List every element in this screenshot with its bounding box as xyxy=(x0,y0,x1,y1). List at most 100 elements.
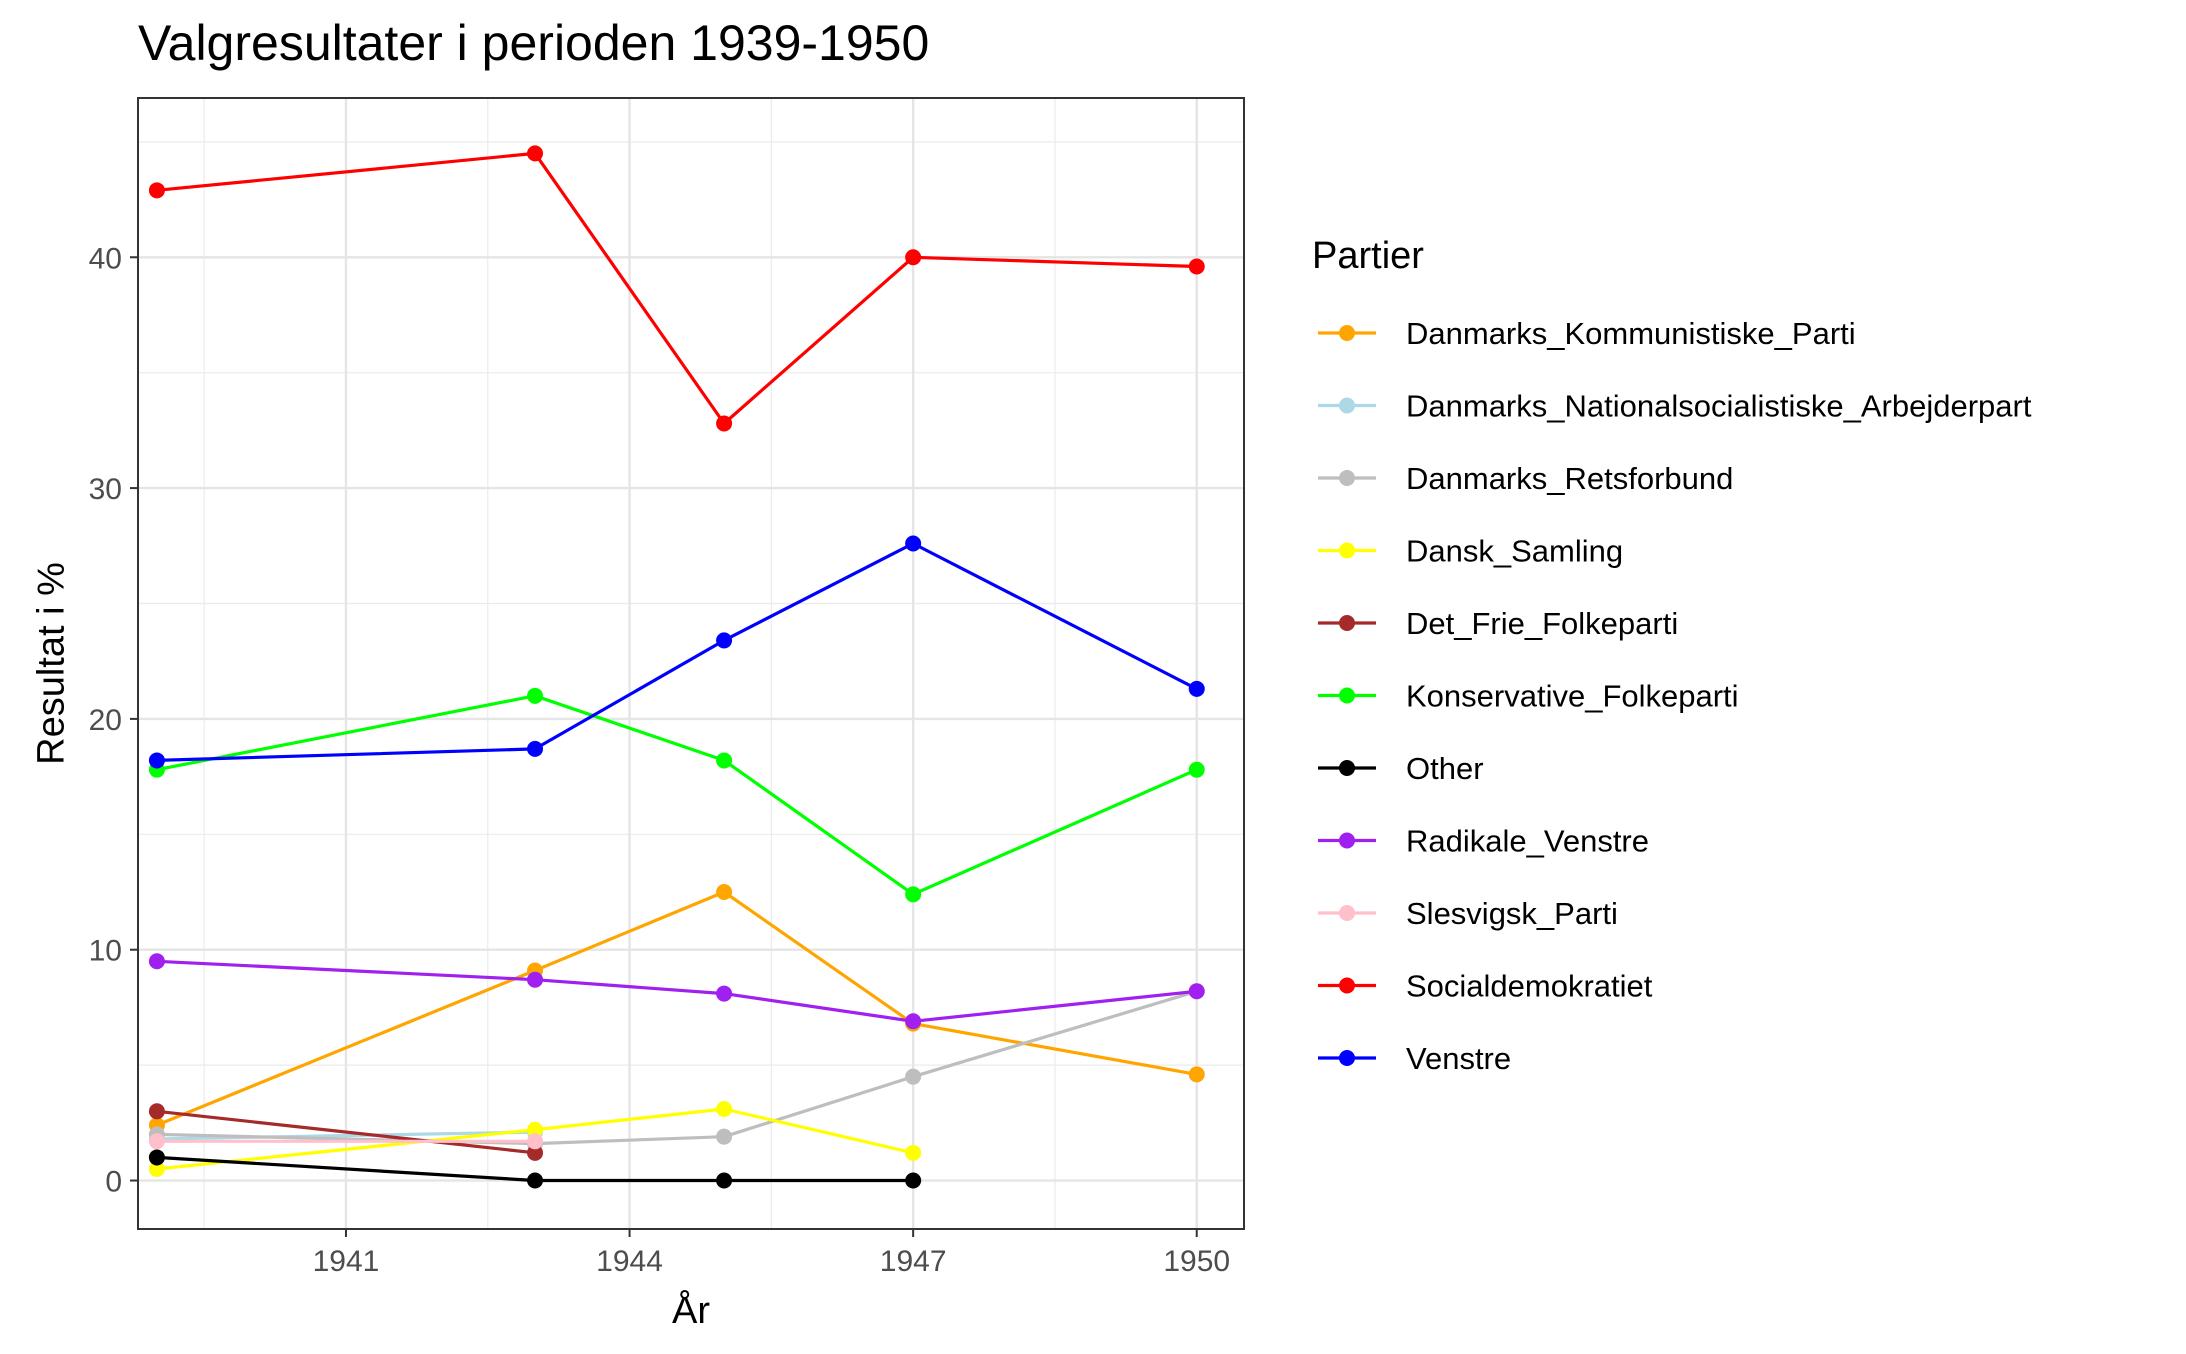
data-point xyxy=(527,687,544,704)
y-tick-label: 0 xyxy=(105,1166,122,1199)
legend-key-point xyxy=(1339,615,1355,631)
legend-label: Slesvigsk_Parti xyxy=(1406,896,1618,931)
x-axis-title: År xyxy=(672,1288,710,1332)
data-point xyxy=(716,1172,733,1189)
data-point xyxy=(527,1133,544,1150)
legend-label: Other xyxy=(1406,751,1484,786)
data-point xyxy=(527,1172,544,1189)
legend-item: Dansk_Samling xyxy=(1318,534,1623,569)
data-point xyxy=(148,1149,165,1166)
data-point xyxy=(527,971,544,988)
legend-key-point xyxy=(1339,325,1355,341)
data-point xyxy=(905,249,922,266)
data-point xyxy=(148,953,165,970)
legend-item: Konservative_Folkeparti xyxy=(1318,679,1739,714)
legend-item: Det_Frie_Folkeparti xyxy=(1318,606,1678,641)
series-det-frie-folkeparti xyxy=(148,1103,544,1161)
legend-title: Partier xyxy=(1312,235,1424,277)
data-point xyxy=(905,535,922,552)
data-point xyxy=(148,1160,165,1177)
y-tick-label: 30 xyxy=(89,473,122,506)
legend-key-point xyxy=(1339,542,1355,559)
legend-key-point xyxy=(1339,397,1355,414)
series-line xyxy=(156,1155,914,1183)
series-line xyxy=(156,989,1198,1146)
legend-key-point xyxy=(1339,470,1355,486)
x-tick-label: 1941 xyxy=(313,1245,380,1278)
series-layer xyxy=(148,145,1205,1189)
series-venstre xyxy=(148,535,1205,769)
data-point xyxy=(716,884,733,901)
data-point xyxy=(1188,761,1205,778)
legend: Partier Danmarks_Kommunistiske_PartiDanm… xyxy=(1312,235,2032,1076)
data-point xyxy=(716,1100,733,1117)
series-line xyxy=(156,151,1197,426)
axes: 1941 1944 1947 1950 0 10 20 30 40 xyxy=(89,242,1230,1278)
data-point xyxy=(148,182,165,199)
legend-label: Det_Frie_Folkeparti xyxy=(1406,606,1678,641)
data-point xyxy=(1188,1066,1205,1083)
data-point xyxy=(527,740,544,757)
x-tick-label: 1944 xyxy=(596,1245,663,1278)
legend-key-point xyxy=(1339,977,1355,994)
series-konservative-folkeparti xyxy=(148,687,1205,903)
data-point xyxy=(148,1133,165,1150)
legend-key-point xyxy=(1339,760,1355,776)
legend-item: Other xyxy=(1318,751,1484,786)
grid xyxy=(138,98,1244,1229)
legend-key-point xyxy=(1339,687,1355,704)
data-point xyxy=(716,752,733,769)
series-line xyxy=(156,1109,536,1155)
legend-item: Slesvigsk_Parti xyxy=(1318,896,1618,931)
data-point xyxy=(716,415,733,432)
legend-item: Venstre xyxy=(1318,1041,1511,1076)
legend-label: Radikale_Venstre xyxy=(1406,824,1649,859)
y-axis-title: Resultat i % xyxy=(30,562,72,765)
legend-label: Danmarks_Retsforbund xyxy=(1406,461,1733,496)
legend-item: Danmarks_Retsforbund xyxy=(1318,461,1733,496)
data-point xyxy=(148,752,165,769)
data-point xyxy=(716,1128,733,1145)
legend-key-point xyxy=(1339,1050,1355,1066)
series-line xyxy=(156,959,1197,1023)
legend-label: Konservative_Folkeparti xyxy=(1406,679,1739,714)
data-point xyxy=(905,886,922,903)
plot-panel-border xyxy=(137,97,1245,1230)
data-point xyxy=(905,1172,922,1189)
legend-item: Socialdemokratiet xyxy=(1318,969,1653,1004)
data-point xyxy=(527,145,544,162)
x-tick-label: 1947 xyxy=(880,1245,947,1278)
data-point xyxy=(716,632,733,649)
legend-label: Venstre xyxy=(1406,1041,1511,1076)
legend-item: Radikale_Venstre xyxy=(1318,824,1649,859)
data-point xyxy=(905,1013,922,1030)
chart-title: Valgresultater i perioden 1939-1950 xyxy=(138,15,929,71)
y-tick-label: 40 xyxy=(89,242,122,275)
legend-item: Danmarks_Nationalsocialistiske_Arbejderp… xyxy=(1318,389,2032,424)
y-tick-label: 20 xyxy=(89,704,122,737)
legend-item: Danmarks_Kommunistiske_Parti xyxy=(1318,316,1856,351)
legend-label: Dansk_Samling xyxy=(1406,534,1623,569)
legend-key-point xyxy=(1339,832,1355,849)
legend-label: Danmarks_Nationalsocialistiske_Arbejderp… xyxy=(1406,389,2032,424)
series-slesvigsk-parti xyxy=(148,1133,544,1150)
series-dansk-samling xyxy=(148,1100,922,1177)
data-point xyxy=(1188,680,1205,697)
series-radikale-venstre xyxy=(148,953,1205,1030)
x-tick-label: 1950 xyxy=(1163,1245,1230,1278)
series-line xyxy=(156,1107,914,1171)
legend-key-point xyxy=(1339,905,1355,921)
legend-items: Danmarks_Kommunistiske_Parti Danmarks_Nat… xyxy=(1318,316,2032,1076)
data-point xyxy=(527,1144,544,1161)
data-point xyxy=(905,1068,922,1085)
legend-label: Socialdemokratiet xyxy=(1406,969,1653,1004)
series-line xyxy=(156,541,1198,762)
series-line xyxy=(156,1130,536,1141)
series-socialdemokratiet xyxy=(148,145,1205,432)
data-point xyxy=(905,1144,922,1161)
data-point xyxy=(527,1121,544,1138)
data-point xyxy=(1188,983,1205,1000)
y-tick-label: 10 xyxy=(89,935,122,968)
